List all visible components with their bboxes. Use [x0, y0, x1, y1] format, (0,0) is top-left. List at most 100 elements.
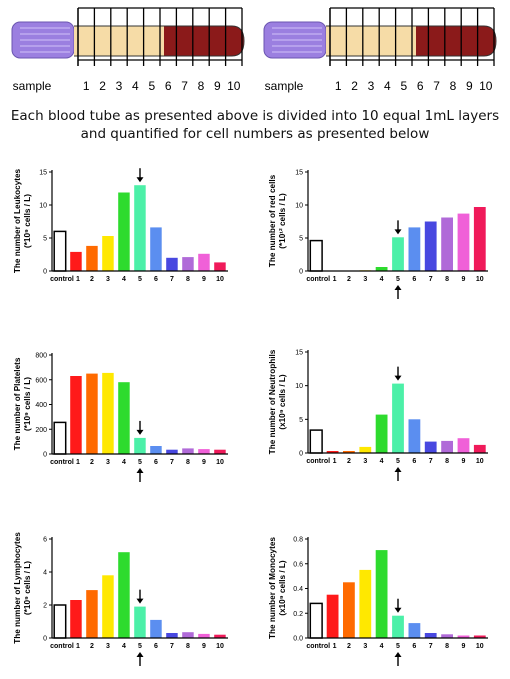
bar-9 — [457, 213, 470, 271]
bar-2 — [86, 590, 98, 638]
x-tick-label: 7 — [429, 458, 433, 465]
x-tick-label: 7 — [170, 459, 174, 466]
y-axis-label: The number of Leukocytes — [13, 168, 22, 273]
layer-label: 10 — [479, 79, 493, 93]
bar-7 — [166, 449, 178, 454]
x-tick-label: 4 — [380, 643, 384, 650]
bar-4 — [375, 414, 388, 453]
layer-label: 7 — [181, 79, 188, 93]
blood-tube-1: sample 1 2 3 4 5 6 7 8 9 10 — [11, 7, 245, 93]
x-tick-label: 9 — [202, 276, 206, 283]
bar-7 — [424, 441, 437, 453]
x-tick-label: 8 — [445, 643, 449, 650]
x-tick-label: control — [306, 276, 330, 283]
bar-6 — [150, 446, 162, 454]
x-tick-label: 1 — [76, 459, 80, 466]
x-tick-label: 2 — [90, 459, 94, 466]
x-tick-label: 2 — [347, 643, 351, 650]
x-tick-label: 2 — [347, 458, 351, 465]
arrow-up-icon — [136, 468, 144, 473]
tube-plasma — [74, 26, 164, 56]
x-tick-label: 5 — [138, 459, 142, 466]
layer-label: 5 — [400, 79, 407, 93]
bar-chart-6: 0.0 0.2 0.4 0.6 0.8 control 1 2 3 4 5 6 7 8 9 10 The num… — [268, 537, 488, 666]
bar-3 — [102, 575, 114, 638]
x-tick-label: 1 — [333, 643, 337, 650]
bar-4 — [118, 192, 130, 271]
x-tick-label: 4 — [380, 276, 384, 283]
arrow-up-icon — [394, 285, 402, 290]
bar-control — [309, 602, 323, 639]
bar-chart-1: 0 5 10 15 control 1 2 3 4 5 6 7 8 9 10 The number of Le… — [13, 168, 228, 283]
x-tick-label: 4 — [122, 459, 126, 466]
tube-outline — [74, 25, 245, 57]
bar-5 — [134, 185, 146, 271]
bar-1 — [70, 376, 82, 454]
x-tick-label: 10 — [216, 276, 224, 283]
y-axis-unit-label: (x10⁹ cells / L) — [278, 374, 287, 430]
tube-plasma — [326, 26, 416, 56]
bar-7 — [424, 221, 437, 271]
bar-control — [309, 429, 323, 454]
bar-9 — [457, 635, 470, 638]
sample-label: sample — [265, 79, 304, 93]
bar-8 — [441, 217, 453, 271]
blood-tube-2: sample 1 2 3 4 5 6 7 8 9 10 — [263, 7, 497, 93]
x-tick-label: 6 — [154, 276, 158, 283]
bar-5 — [134, 606, 146, 638]
y-axis-label: The number of Lymphocytes — [13, 532, 22, 644]
y-tick-label: 600 — [35, 377, 47, 384]
y-tick-label: 5 — [299, 236, 303, 243]
y-tick-label: 5 — [299, 417, 303, 424]
y-tick-label: 15 — [295, 350, 303, 357]
x-tick-label: 9 — [462, 643, 466, 650]
bar-5 — [392, 383, 404, 453]
bar-5 — [392, 615, 404, 638]
bar-7 — [166, 633, 178, 638]
bar-9 — [198, 449, 210, 454]
x-tick-label: 8 — [186, 276, 190, 283]
y-axis-unit-label: (*10¹² cells / L) — [278, 193, 287, 249]
bar-1 — [70, 600, 82, 638]
bar-8 — [441, 634, 453, 638]
x-tick-label: 6 — [412, 276, 416, 283]
bar-6 — [408, 227, 421, 271]
tube-blood — [416, 26, 496, 56]
y-tick-label: 6 — [43, 537, 47, 544]
arrow-up-icon — [136, 652, 144, 657]
y-axis-label: The number of Monocytes — [268, 537, 277, 639]
y-tick-label: 10 — [39, 203, 47, 210]
sample-label: sample — [13, 79, 52, 93]
y-tick-label: 0.0 — [293, 636, 303, 643]
layer-label: 5 — [148, 79, 155, 93]
bar-4 — [375, 550, 388, 638]
x-tick-label: 7 — [170, 276, 174, 283]
x-tick-label: 6 — [154, 459, 158, 466]
tube-outline — [326, 25, 497, 57]
y-tick-label: 0 — [43, 269, 47, 276]
x-tick-label: 5 — [396, 643, 400, 650]
arrow-up-icon — [394, 467, 402, 472]
arrow-down-icon — [136, 177, 144, 183]
layer-label: 4 — [132, 79, 139, 93]
bar-6 — [408, 419, 421, 453]
bar-2 — [86, 245, 98, 271]
arrow-down-icon — [394, 375, 402, 381]
layer-label: 8 — [198, 79, 205, 93]
layer-label: 8 — [450, 79, 457, 93]
layer-label: 3 — [368, 79, 375, 93]
bar-10 — [473, 207, 486, 271]
bar-1 — [70, 251, 82, 271]
bar-chart-3: 0 200 400 600 800 control 1 2 3 4 5 6 7 8 9 10 The numbe… — [13, 353, 228, 482]
bar-4 — [375, 267, 388, 271]
bar-8 — [182, 257, 194, 271]
x-tick-label: 3 — [363, 276, 367, 283]
layer-label: 2 — [351, 79, 358, 93]
y-tick-label: 2 — [43, 603, 47, 610]
x-tick-label: 9 — [462, 276, 466, 283]
y-tick-label: 0 — [43, 636, 47, 643]
x-tick-label: 10 — [476, 458, 484, 465]
y-axis-unit-label: (*10⁹ cells / L) — [23, 377, 32, 431]
